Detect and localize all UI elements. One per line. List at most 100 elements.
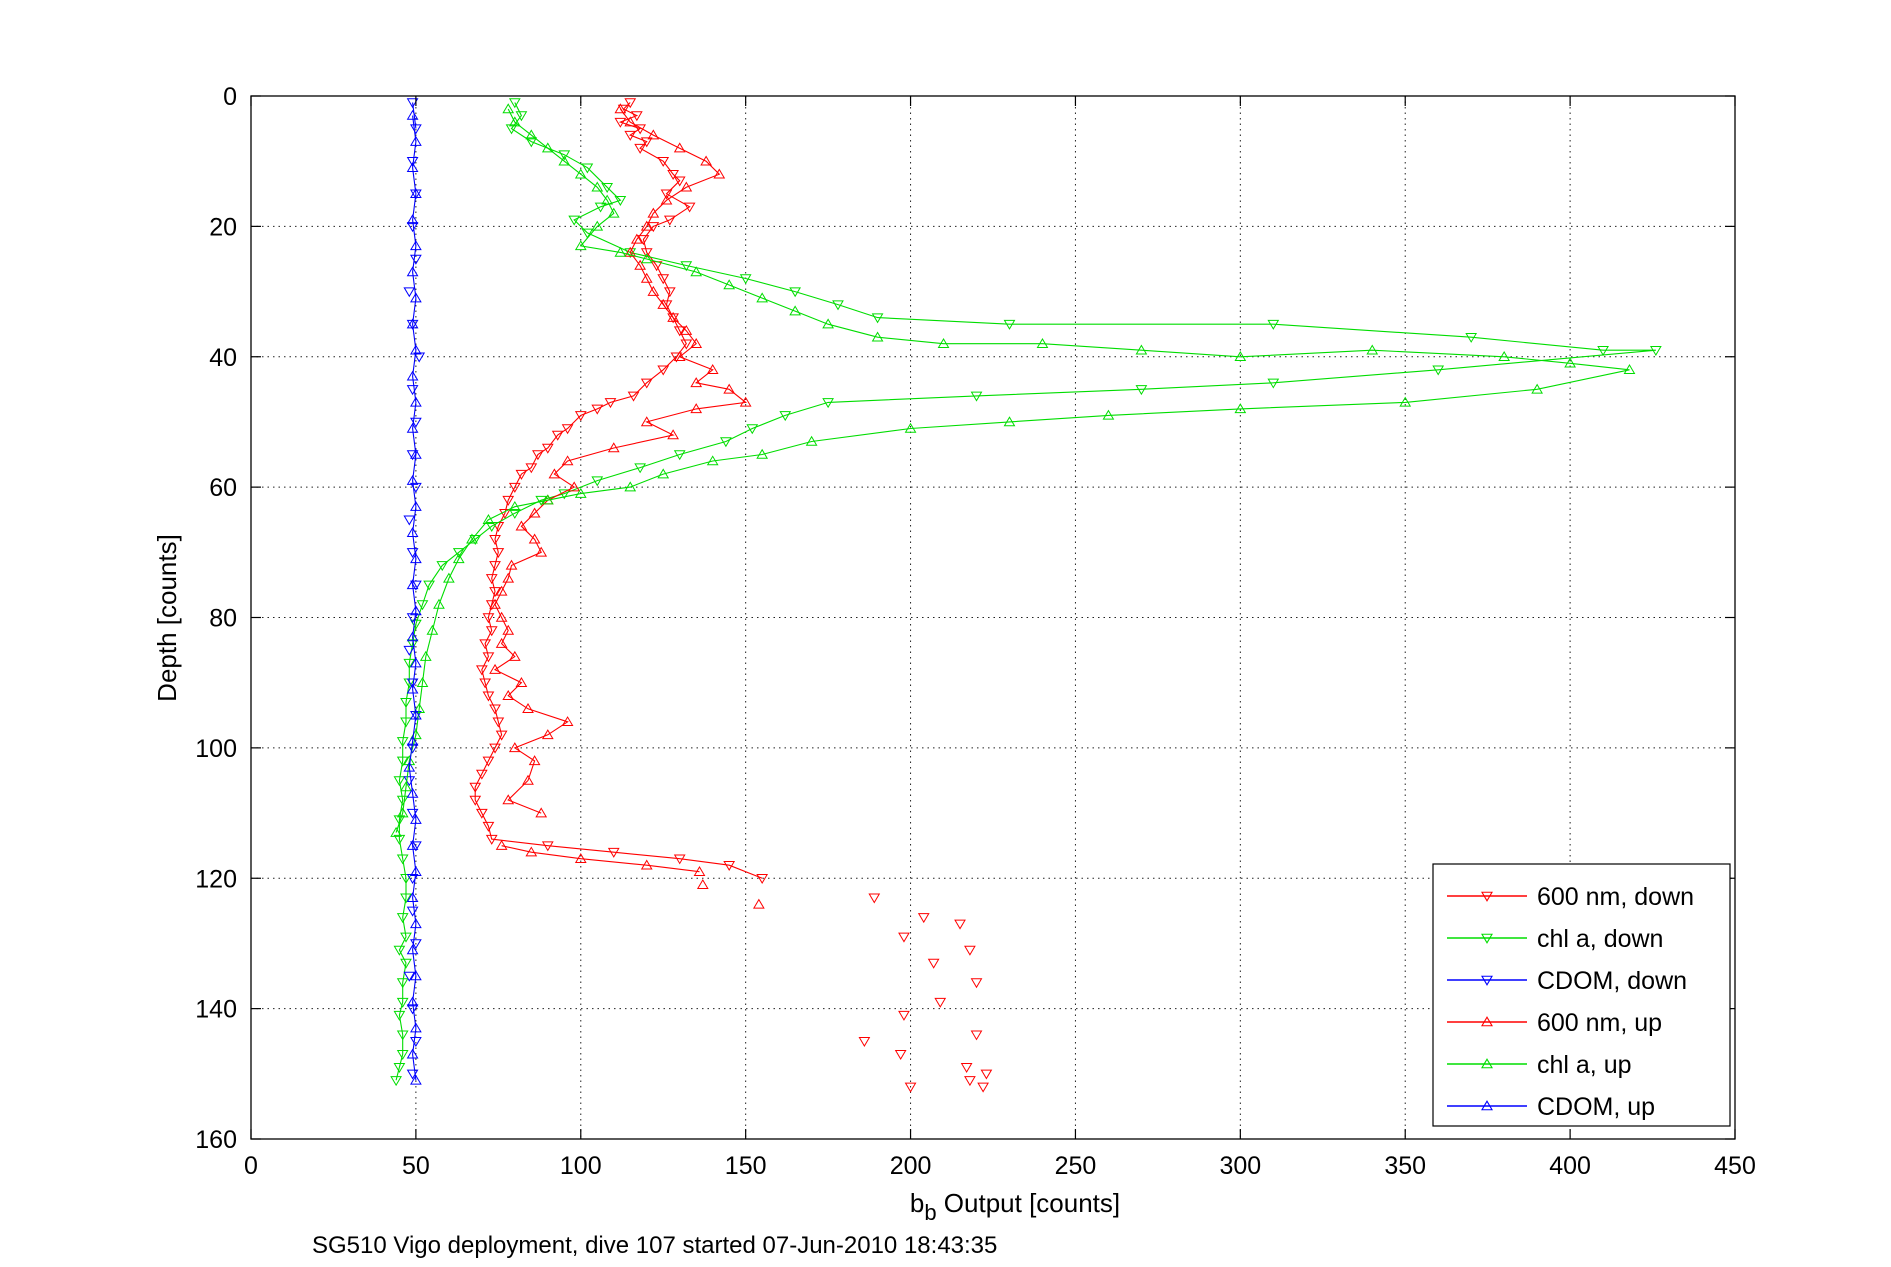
data-point — [403, 287, 416, 298]
data-point — [756, 448, 769, 459]
data-point — [789, 287, 802, 298]
data-point — [406, 678, 419, 689]
data-point — [624, 481, 637, 492]
data-point — [522, 703, 534, 714]
data-point — [485, 626, 498, 637]
data-point — [581, 163, 594, 174]
series-4 — [390, 103, 1636, 837]
data-point — [400, 781, 412, 792]
data-point — [558, 155, 571, 166]
data-point — [406, 579, 419, 590]
series-5 — [403, 109, 422, 1085]
data-point — [977, 1082, 989, 1093]
y-tick-label: 20 — [209, 213, 237, 241]
data-point — [406, 98, 419, 109]
data-point — [410, 448, 422, 459]
data-point — [574, 168, 587, 179]
data-point — [416, 676, 429, 687]
data-point — [410, 188, 422, 199]
data-point — [657, 274, 670, 285]
data-point — [601, 194, 614, 205]
x-tick-label: 250 — [1055, 1152, 1097, 1180]
data-point — [591, 404, 604, 415]
data-point — [640, 253, 653, 264]
data-point — [522, 774, 534, 785]
data-point — [614, 117, 627, 128]
data-point — [410, 865, 422, 876]
data-point — [390, 1076, 402, 1087]
tick-layer: 0 50 100 150 200 250 300 350 400 450 0 20 40 60 80 100 1… — [195, 83, 1756, 1180]
data-point — [752, 898, 765, 909]
data-point — [400, 958, 412, 969]
data-point — [396, 795, 409, 806]
data-point — [528, 533, 541, 544]
data-point — [410, 124, 422, 135]
data-point — [410, 344, 422, 355]
data-point — [396, 756, 409, 767]
series-line — [493, 108, 748, 873]
x-axis-label: bb Output [counts] — [910, 1188, 1120, 1225]
data-point — [647, 285, 660, 296]
data-point — [1498, 351, 1511, 361]
data-point — [1399, 396, 1412, 407]
data-point — [410, 1074, 422, 1085]
data-point — [1432, 365, 1445, 376]
data-point — [452, 548, 465, 559]
data-point — [1234, 403, 1247, 414]
series-0 — [469, 98, 993, 1093]
data-point — [822, 398, 834, 409]
data-point — [406, 631, 419, 642]
data-point — [400, 717, 412, 728]
x-tick-label: 350 — [1384, 1152, 1426, 1180]
data-point — [779, 411, 792, 422]
data-point — [406, 318, 419, 329]
legend-entry: 600 nm, down — [1447, 883, 1694, 911]
data-point — [673, 351, 686, 361]
data-point — [406, 156, 419, 167]
data-point — [868, 893, 881, 904]
data-point — [568, 481, 581, 492]
data-point — [690, 377, 703, 388]
legend-entry: CDOM, up — [1447, 1093, 1655, 1121]
data-point — [400, 932, 412, 943]
data-point — [917, 913, 930, 924]
data-point — [406, 892, 419, 903]
data-point — [558, 150, 571, 161]
data-point — [871, 313, 884, 324]
legend-entry: CDOM, down — [1447, 967, 1687, 995]
data-point — [1267, 378, 1280, 389]
data-point — [680, 181, 693, 192]
data-point — [1366, 344, 1379, 355]
data-point — [898, 932, 910, 943]
data-point — [673, 176, 686, 187]
data-point — [574, 240, 587, 251]
data-point — [515, 111, 528, 122]
data-point — [406, 450, 419, 461]
data-point — [660, 194, 673, 205]
data-point — [683, 202, 696, 213]
data-point — [396, 1050, 409, 1060]
data-point — [624, 248, 637, 259]
legend-label: chl a, down — [1537, 925, 1663, 953]
data-point — [499, 508, 511, 519]
data-point — [670, 352, 683, 363]
legend: 600 nm, down chl a, down CDOM, down 600 nm,… — [1432, 863, 1731, 1127]
data-point — [508, 482, 521, 493]
data-point — [485, 600, 498, 611]
data-point — [410, 580, 422, 591]
data-point — [640, 272, 653, 283]
data-point — [525, 137, 538, 148]
data-point — [393, 1063, 406, 1074]
data-point — [805, 435, 818, 446]
data-point — [406, 735, 419, 746]
series-3 — [489, 103, 765, 909]
y-tick-label: 100 — [195, 735, 237, 763]
data-point — [739, 396, 752, 407]
data-point — [396, 978, 409, 989]
data-point — [489, 663, 501, 674]
data-point — [1597, 345, 1609, 356]
data-point — [482, 756, 495, 767]
data-point — [515, 469, 528, 480]
data-point — [720, 437, 732, 448]
